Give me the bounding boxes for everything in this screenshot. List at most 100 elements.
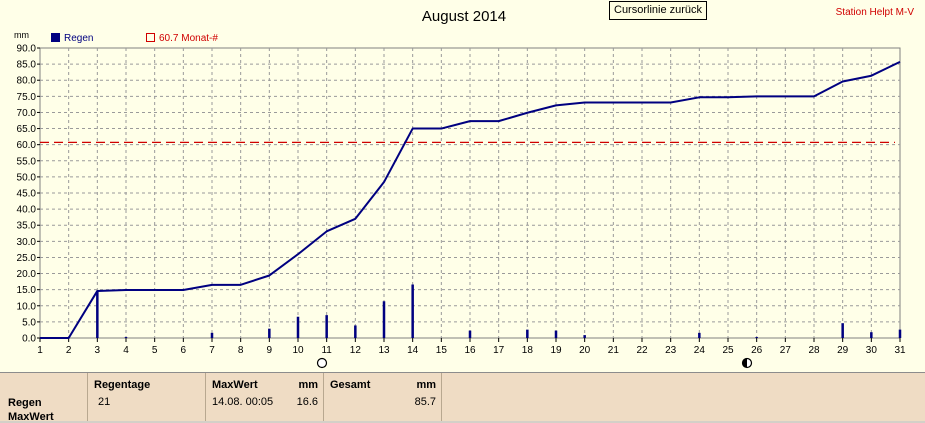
x-tick-label: 1 — [37, 345, 43, 356]
rain-bar — [354, 325, 357, 338]
rain-bar — [411, 284, 414, 338]
daily-rain-bars — [96, 284, 902, 338]
rain-bar — [755, 337, 758, 338]
x-tick-label: 4 — [123, 345, 129, 356]
x-tick-label: 22 — [636, 345, 648, 356]
y-tick-label: 50.0 — [17, 172, 37, 183]
x-tick-label: 20 — [579, 345, 591, 356]
x-tick-label: 7 — [209, 345, 215, 356]
rain-bar — [554, 330, 558, 338]
chart-title: August 2014 — [422, 8, 506, 25]
y-tick-label: 45.0 — [17, 189, 37, 200]
y-tick-label: 90.0 — [17, 44, 37, 55]
x-tick-label: 12 — [350, 345, 362, 356]
gesamt-column: Gesamt mm 85.7 — [323, 373, 442, 421]
grid — [39, 47, 901, 339]
x-tick-label: 21 — [608, 345, 620, 356]
rain-bar — [698, 332, 701, 338]
rain-bar — [898, 329, 902, 338]
x-tick-label: 24 — [694, 345, 706, 356]
rain-bar — [296, 316, 300, 338]
x-tick-label: 25 — [722, 345, 734, 356]
maxwert-unit: mm — [298, 379, 318, 391]
y-tick-label: 65.0 — [17, 124, 37, 135]
cumulative-rain-line — [40, 60, 901, 339]
y-tick-label: 40.0 — [17, 205, 37, 216]
rain-bar — [841, 323, 844, 338]
y-tick-label: 5.0 — [22, 317, 36, 328]
rain-bar — [268, 328, 271, 338]
y-tick-label: 75.0 — [17, 92, 37, 103]
y-axis-unit: mm — [14, 30, 29, 40]
y-tick-label: 10.0 — [17, 301, 37, 312]
x-tick-label: 10 — [292, 345, 304, 356]
maxwert-header: MaxWert — [212, 379, 258, 391]
x-tick-label: 9 — [267, 345, 273, 356]
tooltip: Cursorlinie zurück — [609, 1, 708, 20]
chart-area[interactable]: August 2014 Station Helpt M-V mm Regen 6… — [0, 0, 925, 372]
rain-bar — [526, 329, 529, 338]
x-tick-label: 17 — [493, 345, 505, 356]
y-tick-label: 80.0 — [17, 76, 37, 87]
x-tick-label: 23 — [665, 345, 677, 356]
y-tick-label: 30.0 — [17, 237, 37, 248]
x-tick-label: 19 — [550, 345, 562, 356]
x-tick-label: 13 — [378, 345, 390, 356]
x-tick-label: 29 — [837, 345, 849, 356]
x-tick-label: 26 — [751, 345, 763, 356]
x-tick-label: 28 — [808, 345, 820, 356]
regentage-value: 21 — [98, 396, 111, 408]
x-axis: 1 2 3 4 5 6 7 8 9 10 11 12 13 14 15 16 17 18 19 20 21 22 23 24 2… — [37, 338, 906, 356]
legend-swatch-regen — [51, 33, 60, 42]
maxwert-date: 14.08. 00:05 — [212, 396, 274, 408]
y-tick-label: 55.0 — [17, 156, 37, 167]
gesamt-header: Gesamt — [330, 379, 371, 391]
rain-bar — [382, 301, 386, 338]
y-tick-label: 60.0 — [17, 140, 37, 151]
x-tick-label: 27 — [780, 345, 792, 356]
station-label: Station Helpt M-V — [836, 7, 915, 18]
x-tick-label: 8 — [238, 345, 244, 356]
x-tick-label: 18 — [522, 345, 534, 356]
x-tick-label: 15 — [436, 345, 448, 356]
x-tick-label: 11 — [321, 345, 332, 356]
legend-label-regen: Regen — [64, 33, 93, 44]
y-tick-label: 35.0 — [17, 221, 37, 232]
x-tick-label: 5 — [152, 345, 158, 356]
y-tick-label: 0.0 — [22, 334, 36, 345]
rain-bar — [124, 337, 128, 338]
stats-panel: Regen MaxWert Regentage 21 MaxWert mm 14… — [0, 372, 925, 423]
y-tick-label: 70.0 — [17, 108, 37, 119]
maxwert-column: MaxWert mm 14.08. 00:05 16.6 — [205, 373, 324, 421]
row-label-regen: Regen — [8, 397, 42, 409]
cursor-marker-filled-half — [742, 358, 747, 368]
x-tick-label: 6 — [181, 345, 187, 356]
maxwert-value: 16.6 — [296, 396, 318, 408]
x-tick-label: 2 — [66, 345, 72, 356]
regentage-column: Regentage 21 — [87, 373, 206, 421]
cursor-marker-open[interactable] — [316, 357, 328, 369]
rain-bar — [210, 332, 214, 338]
x-tick-label: 3 — [95, 345, 101, 356]
rain-bar — [870, 332, 873, 338]
gesamt-value: 85.7 — [414, 396, 436, 408]
rain-bar — [325, 315, 328, 338]
rain-bar — [583, 335, 586, 338]
row-label-maxwert: MaxWert — [8, 411, 54, 423]
y-tick-label: 20.0 — [17, 269, 37, 280]
rain-bar — [468, 330, 472, 338]
column-divider — [441, 373, 442, 421]
x-tick-label: 30 — [866, 345, 878, 356]
legend-label-monat: 60.7 Monat-# — [159, 33, 218, 44]
rain-chart[interactable]: August 2014 Station Helpt M-V mm Regen 6… — [0, 0, 925, 372]
cumulative-line — [40, 60, 901, 339]
regentage-header: Regentage — [94, 379, 151, 391]
x-tick-label: 16 — [464, 345, 476, 356]
x-tick-label: 14 — [407, 345, 419, 356]
gesamt-unit: mm — [416, 379, 436, 391]
y-tick-label: 25.0 — [17, 253, 37, 264]
rain-bar — [96, 290, 99, 338]
x-tick-label: 31 — [894, 345, 906, 356]
legend-swatch-monat — [146, 33, 155, 42]
y-tick-label: 85.0 — [17, 60, 37, 71]
